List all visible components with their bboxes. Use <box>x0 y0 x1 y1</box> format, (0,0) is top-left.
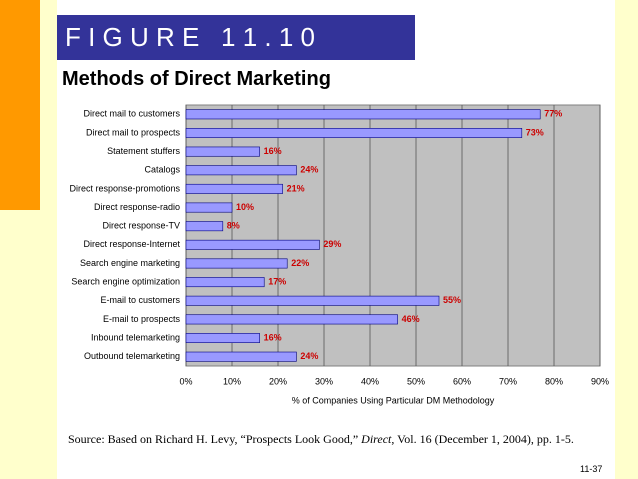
y-tick-label: Statement stuffers <box>107 146 180 156</box>
chart: 0% 10% 20% 30% 40% 50% 60% 70% 80% 90% % of Compan… <box>69 104 609 405</box>
data-label: 24% <box>300 351 318 361</box>
data-label: 55% <box>443 295 461 305</box>
bar <box>185 314 398 325</box>
data-label: 16% <box>264 146 282 156</box>
y-tick-label: Direct response-Internet <box>83 239 180 249</box>
x-tick-label: 0% <box>179 376 192 386</box>
bar <box>185 277 265 288</box>
data-label: 10% <box>236 202 254 212</box>
x-tick-label: 90% <box>591 376 609 386</box>
x-tick-label: 10% <box>223 376 241 386</box>
y-tick-label: Inbound telemarketing <box>91 332 180 342</box>
data-label: 73% <box>526 127 544 137</box>
bar <box>185 128 523 138</box>
y-tick-label: E-mail to prospects <box>103 314 181 324</box>
data-label: 21% <box>287 183 305 193</box>
data-label: 77% <box>544 109 562 119</box>
x-axis-label: % of Companies Using Particular DM Metho… <box>292 395 495 405</box>
y-tick-label: E-mail to customers <box>100 295 180 305</box>
figure-label: F I G U R E 1 1 . 1 0 <box>57 15 415 60</box>
y-tick-label: Catalogs <box>144 165 180 175</box>
bar <box>185 239 320 250</box>
bar <box>185 295 440 306</box>
bar <box>185 146 260 157</box>
x-tick-label: 70% <box>499 376 517 386</box>
data-label: 17% <box>268 276 286 286</box>
bar <box>185 183 283 194</box>
y-tick-label: Direct response-TV <box>102 221 180 231</box>
y-tick-label: Direct response-promotions <box>69 183 180 193</box>
x-tick-label: 50% <box>407 376 425 386</box>
data-label: 8% <box>227 221 240 231</box>
x-tick-label: 40% <box>361 376 379 386</box>
bar <box>185 258 288 269</box>
plot-area <box>185 104 601 367</box>
x-tick-label: 30% <box>315 376 333 386</box>
x-tick-label: 20% <box>269 376 287 386</box>
accent-strip <box>0 0 40 210</box>
source-text: , Vol. 16 (December 1, 2004), pp. 1-5. <box>391 432 574 446</box>
data-label: 16% <box>264 332 282 342</box>
data-label: 24% <box>300 165 318 175</box>
y-tick-label: Search engine optimization <box>71 276 180 286</box>
bar <box>185 109 541 120</box>
bar <box>185 165 297 176</box>
source-text: Source: Based on Richard H. Levy, “Prosp… <box>68 432 362 446</box>
x-tick-label: 60% <box>453 376 471 386</box>
y-tick-label: Outbound telemarketing <box>84 351 180 361</box>
y-tick-label: Direct response-radio <box>94 202 180 212</box>
data-label: 29% <box>323 239 341 249</box>
x-tick-label: 80% <box>545 376 563 386</box>
bar <box>185 351 297 362</box>
y-tick-label: Direct mail to prospects <box>86 127 181 137</box>
y-tick-label: Search engine marketing <box>80 258 180 268</box>
source-journal: Direct <box>361 432 392 446</box>
bar <box>185 202 233 213</box>
bar <box>185 333 260 343</box>
source-note: Source: Based on Richard H. Levy, “Prosp… <box>68 432 574 447</box>
slide-title: Methods of Direct Marketing <box>62 68 331 90</box>
page-number: 11-37 <box>580 464 603 474</box>
bar <box>185 221 224 232</box>
y-tick-label: Direct mail to customers <box>83 109 180 119</box>
data-label: 46% <box>402 314 420 324</box>
data-label: 22% <box>291 258 309 268</box>
